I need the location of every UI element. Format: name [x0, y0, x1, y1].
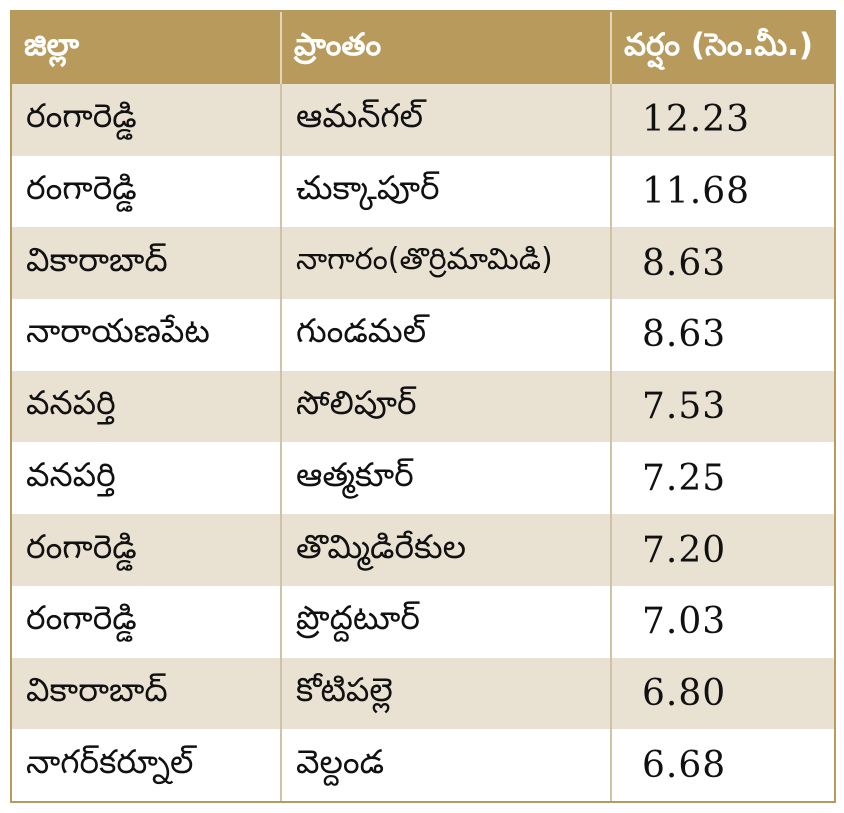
- rainfall-cell: 7.53: [612, 370, 834, 443]
- area-cell: వెల్దండ: [282, 729, 612, 801]
- district-cell: వనపర్తి: [12, 370, 282, 443]
- area-cell: సోలిపూర్‌: [282, 370, 612, 443]
- district-cell: వికారాబాద్‌: [12, 227, 282, 300]
- rainfall-cell: 6.80: [612, 657, 834, 730]
- district-cell: నారాయణపేట: [12, 299, 282, 371]
- area-cell: ఆత్మకూర్‌: [282, 442, 612, 515]
- rainfall-cell: 12.23: [612, 84, 834, 156]
- header-district: జిల్లా: [12, 12, 282, 84]
- rainfall-cell: 8.63: [612, 299, 834, 371]
- rainfall-cell: 11.68: [612, 155, 834, 228]
- area-cell: ఆమన్‌గల్‌: [282, 84, 612, 156]
- district-cell: నాగర్‌కర్నూల్‌: [12, 729, 282, 801]
- area-cell: గుండమల్‌: [282, 299, 612, 371]
- district-cell: వనపర్తి: [12, 442, 282, 515]
- rainfall-cell: 7.03: [612, 585, 834, 658]
- area-cell: తొమ్మిడిరేకుల: [282, 514, 612, 586]
- district-cell: రంగారెడ్డి: [12, 155, 282, 228]
- header-area: ప్రాంతం: [282, 12, 612, 84]
- area-cell: ప్రొద్దటూర్‌: [282, 585, 612, 658]
- district-cell: రంగారెడ్డి: [12, 514, 282, 586]
- area-cell: చుక్కాపూర్‌: [282, 155, 612, 228]
- area-cell: కోటిపల్లె: [282, 657, 612, 730]
- rainfall-cell: 7.20: [612, 514, 834, 586]
- header-rainfall: వర్షం (సెం.మీ.): [612, 12, 834, 84]
- rainfall-table-grid: జిల్లా ప్రాంతం వర్షం (సెం.మీ.) రంగారెడ్డ…: [12, 12, 834, 801]
- rainfall-cell: 7.25: [612, 442, 834, 515]
- rainfall-cell: 6.68: [612, 729, 834, 801]
- district-cell: రంగారెడ్డి: [12, 84, 282, 156]
- area-cell: నాగారం(తొర్రిమామిడి): [282, 227, 612, 300]
- rainfall-table: జిల్లా ప్రాంతం వర్షం (సెం.మీ.) రంగారెడ్డ…: [10, 10, 836, 803]
- district-cell: రంగారెడ్డి: [12, 585, 282, 658]
- rainfall-cell: 8.63: [612, 227, 834, 300]
- district-cell: వికారాబాద్‌: [12, 657, 282, 730]
